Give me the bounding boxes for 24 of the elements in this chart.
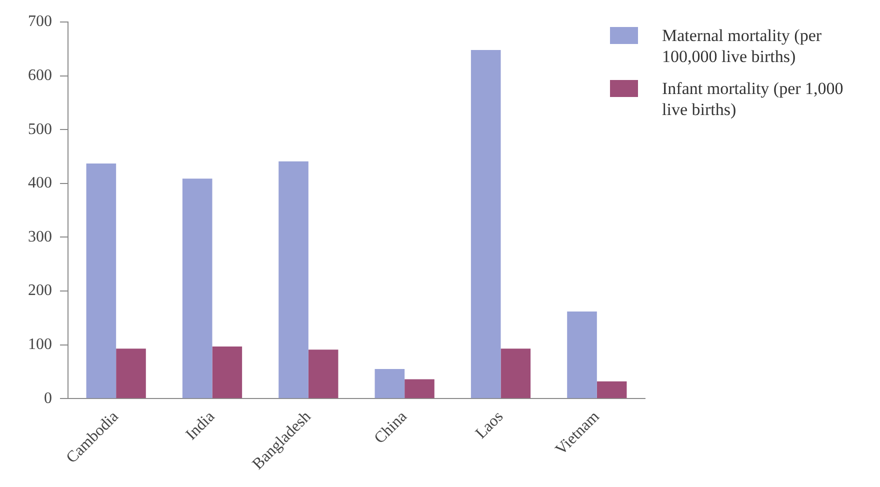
bar (212, 346, 242, 398)
bar (278, 161, 308, 398)
bar (308, 350, 338, 398)
bar (86, 164, 116, 398)
y-tick-label: 200 (28, 282, 52, 300)
legend-label: Maternal mortality (per 100,000 live births) (662, 25, 823, 68)
bar (374, 369, 405, 398)
y-tick-label: 700 (28, 13, 52, 30)
bar (596, 381, 627, 398)
x-tick-label: India (182, 408, 218, 444)
bar (404, 379, 434, 398)
y-tick-label: 500 (28, 120, 52, 138)
legend-label: Infant mortality (per 1,000 live births) (662, 78, 844, 120)
bar (116, 348, 146, 398)
bar (470, 50, 501, 398)
bar (500, 348, 531, 398)
y-tick-label: 100 (28, 336, 52, 354)
y-tick-label: 0 (44, 390, 52, 407)
bar (182, 178, 212, 398)
y-tick-label: 300 (28, 228, 52, 246)
bar (567, 311, 597, 398)
y-tick-label: 400 (28, 174, 52, 192)
y-tick-label: 600 (28, 67, 52, 84)
x-tick-label: Laos (472, 408, 507, 442)
